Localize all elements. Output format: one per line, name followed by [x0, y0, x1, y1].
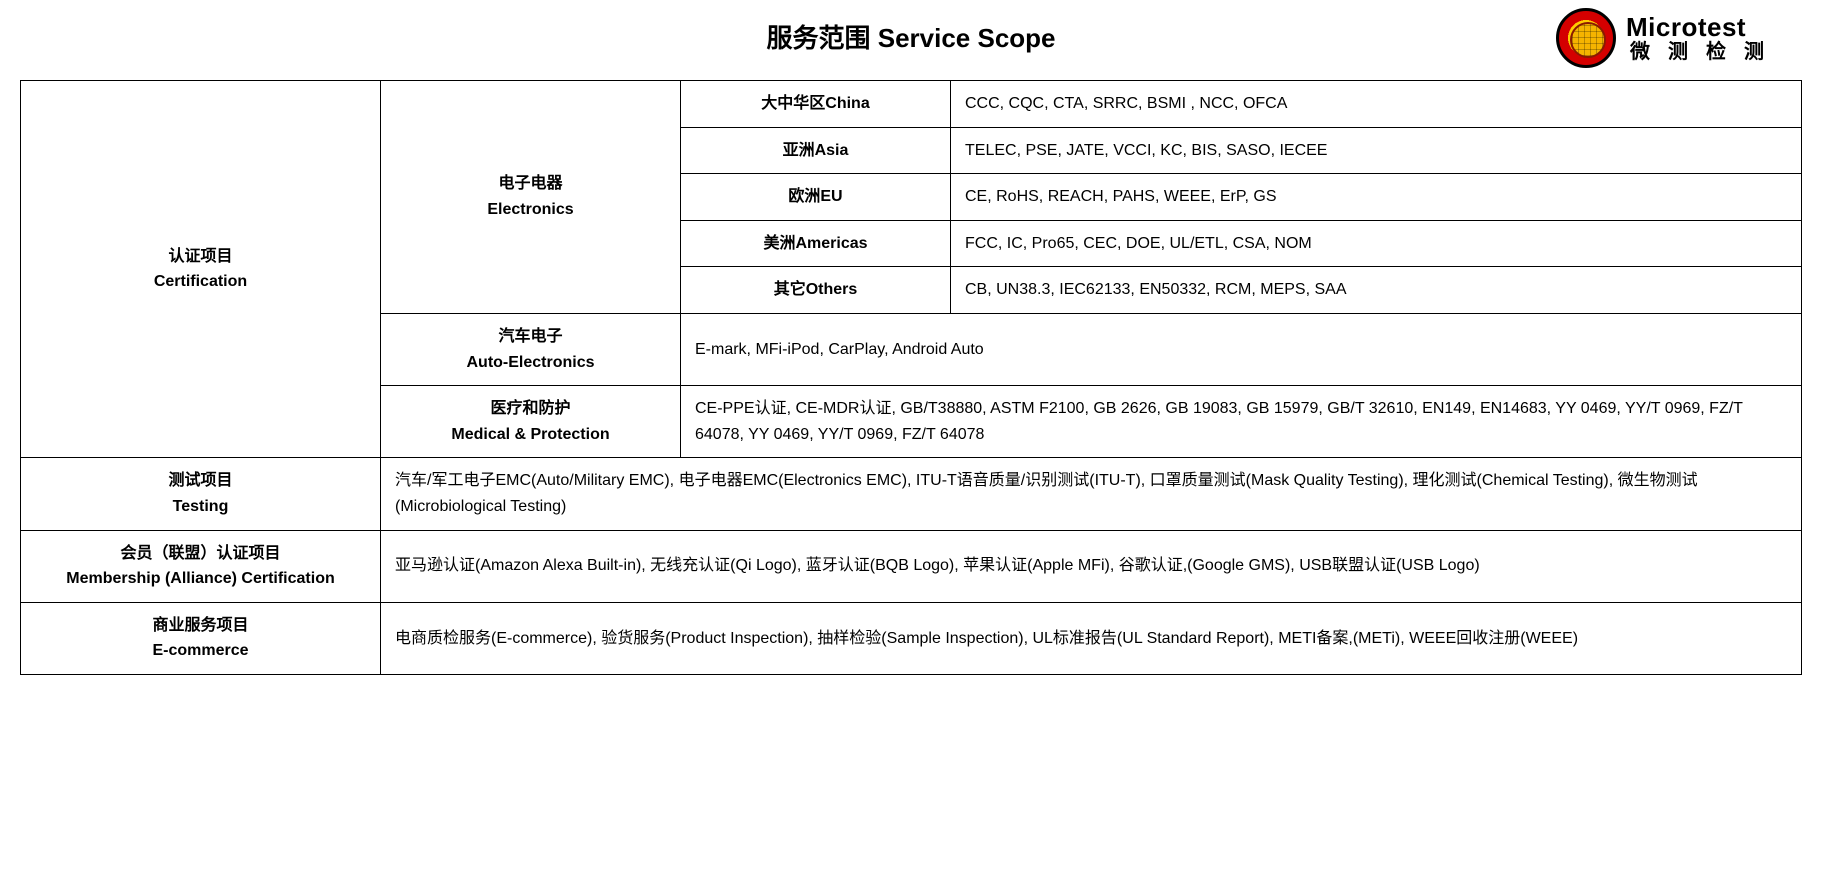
electronics-header: 电子电器 Electronics	[381, 81, 681, 314]
region-asia: 亚洲Asia	[681, 127, 951, 174]
medical-protection-header: 医疗和防护 Medical & Protection	[381, 386, 681, 458]
value-auto-electronics: E-mark, MFi-iPod, CarPlay, Android Auto	[681, 313, 1802, 385]
page-title: 服务范围 Service Scope	[0, 18, 1822, 55]
value-membership: 亚马逊认证(Amazon Alexa Built-in), 无线充认证(Qi L…	[381, 530, 1802, 602]
region-americas: 美洲Americas	[681, 220, 951, 267]
value-others: CB, UN38.3, IEC62133, EN50332, RCM, MEPS…	[951, 267, 1802, 314]
globe-logo-icon	[1556, 8, 1616, 68]
region-eu: 欧洲EU	[681, 174, 951, 221]
page-header: 服务范围 Service Scope Microtest 微测检测	[0, 0, 1822, 80]
value-china: CCC, CQC, CTA, SRRC, BSMI , NCC, OFCA	[951, 81, 1802, 128]
region-others: 其它Others	[681, 267, 951, 314]
certification-header: 认证项目 Certification	[21, 81, 381, 458]
value-testing: 汽车/军工电子EMC(Auto/Military EMC), 电子电器EMC(E…	[381, 458, 1802, 530]
table-row: 认证项目 Certification 电子电器 Electronics 大中华区…	[21, 81, 1802, 128]
value-medical-protection: CE-PPE认证, CE-MDR认证, GB/T38880, ASTM F210…	[681, 386, 1802, 458]
table-row: 测试项目 Testing 汽车/军工电子EMC(Auto/Military EM…	[21, 458, 1802, 530]
brand-logo: Microtest 微测检测	[1556, 8, 1782, 68]
table-row: 商业服务项目 E-commerce 电商质检服务(E-commerce), 验货…	[21, 602, 1802, 674]
region-china: 大中华区China	[681, 81, 951, 128]
value-americas: FCC, IC, Pro65, CEC, DOE, UL/ETL, CSA, N…	[951, 220, 1802, 267]
table-row: 会员（联盟）认证项目 Membership (Alliance) Certifi…	[21, 530, 1802, 602]
membership-header: 会员（联盟）认证项目 Membership (Alliance) Certifi…	[21, 530, 381, 602]
value-eu: CE, RoHS, REACH, PAHS, WEEE, ErP, GS	[951, 174, 1802, 221]
testing-header: 测试项目 Testing	[21, 458, 381, 530]
service-scope-table: 认证项目 Certification 电子电器 Electronics 大中华区…	[20, 80, 1802, 675]
value-ecommerce: 电商质检服务(E-commerce), 验货服务(Product Inspect…	[381, 602, 1802, 674]
ecommerce-header: 商业服务项目 E-commerce	[21, 602, 381, 674]
brand-name-cn: 微测检测	[1626, 41, 1782, 63]
value-asia: TELEC, PSE, JATE, VCCI, KC, BIS, SASO, I…	[951, 127, 1802, 174]
auto-electronics-header: 汽车电子 Auto-Electronics	[381, 313, 681, 385]
brand-logo-text: Microtest 微测检测	[1626, 13, 1782, 64]
brand-name-en: Microtest	[1626, 13, 1782, 42]
